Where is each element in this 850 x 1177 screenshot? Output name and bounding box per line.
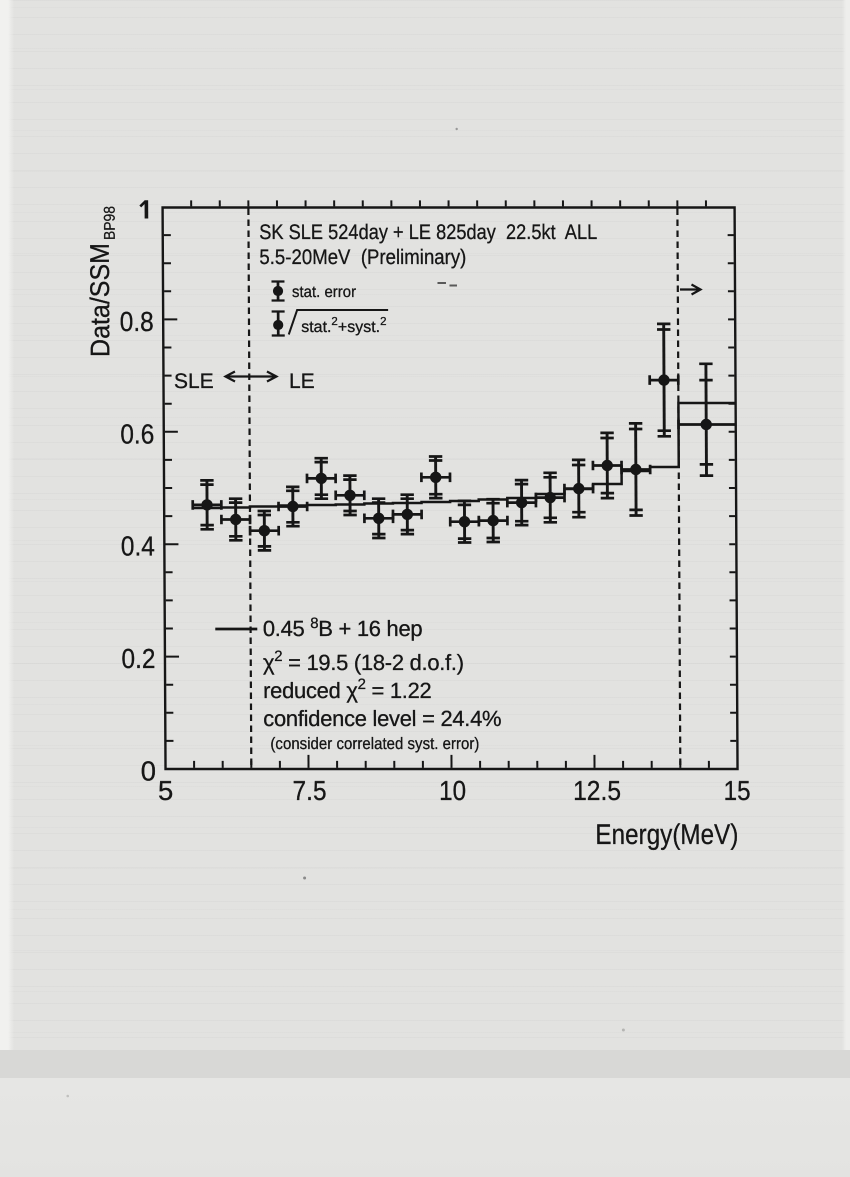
svg-text:Energy(MeV): Energy(MeV)	[595, 819, 738, 851]
svg-text:0.8: 0.8	[120, 306, 154, 337]
svg-text:12.5: 12.5	[573, 775, 621, 806]
svg-text:reduced χ2 = 1.22: reduced χ2 = 1.22	[263, 676, 432, 703]
svg-text:χ2 = 19.5 (18-2 d.o.f.): χ2 = 19.5 (18-2 d.o.f.)	[263, 648, 464, 675]
svg-text:0.6: 0.6	[120, 418, 154, 449]
svg-text:LE: LE	[289, 370, 315, 393]
svg-text:0.2: 0.2	[121, 643, 155, 674]
svg-text:5: 5	[158, 775, 173, 806]
svg-text:stat.2+syst.2: stat.2+syst.2	[301, 316, 386, 336]
svg-text:Data/SSM: Data/SSM	[85, 243, 116, 357]
svg-text:15: 15	[724, 775, 751, 806]
svg-text:7.5: 7.5	[292, 775, 326, 806]
svg-text:SK SLE 524day + LE 825day 22.: SK SLE 524day + LE 825day 22.5kt ALL	[259, 221, 597, 244]
svg-text:BP98: BP98	[102, 206, 119, 240]
svg-text:0.45 8B + 16 hep: 0.45 8B + 16 hep	[263, 615, 423, 641]
svg-text:confidence level = 24.4%: confidence level = 24.4%	[263, 706, 501, 731]
svg-text:10: 10	[439, 775, 466, 806]
svg-text:0.4: 0.4	[121, 531, 155, 562]
svg-text:stat. error: stat. error	[292, 284, 357, 301]
svg-text:0: 0	[141, 756, 156, 787]
svg-text:5.5-20MeV (Preliminary): 5.5-20MeV (Preliminary)	[259, 246, 466, 269]
svg-text:SLE: SLE	[174, 370, 214, 393]
svg-text:(consider correlated syst. err: (consider correlated syst. error)	[270, 735, 479, 753]
